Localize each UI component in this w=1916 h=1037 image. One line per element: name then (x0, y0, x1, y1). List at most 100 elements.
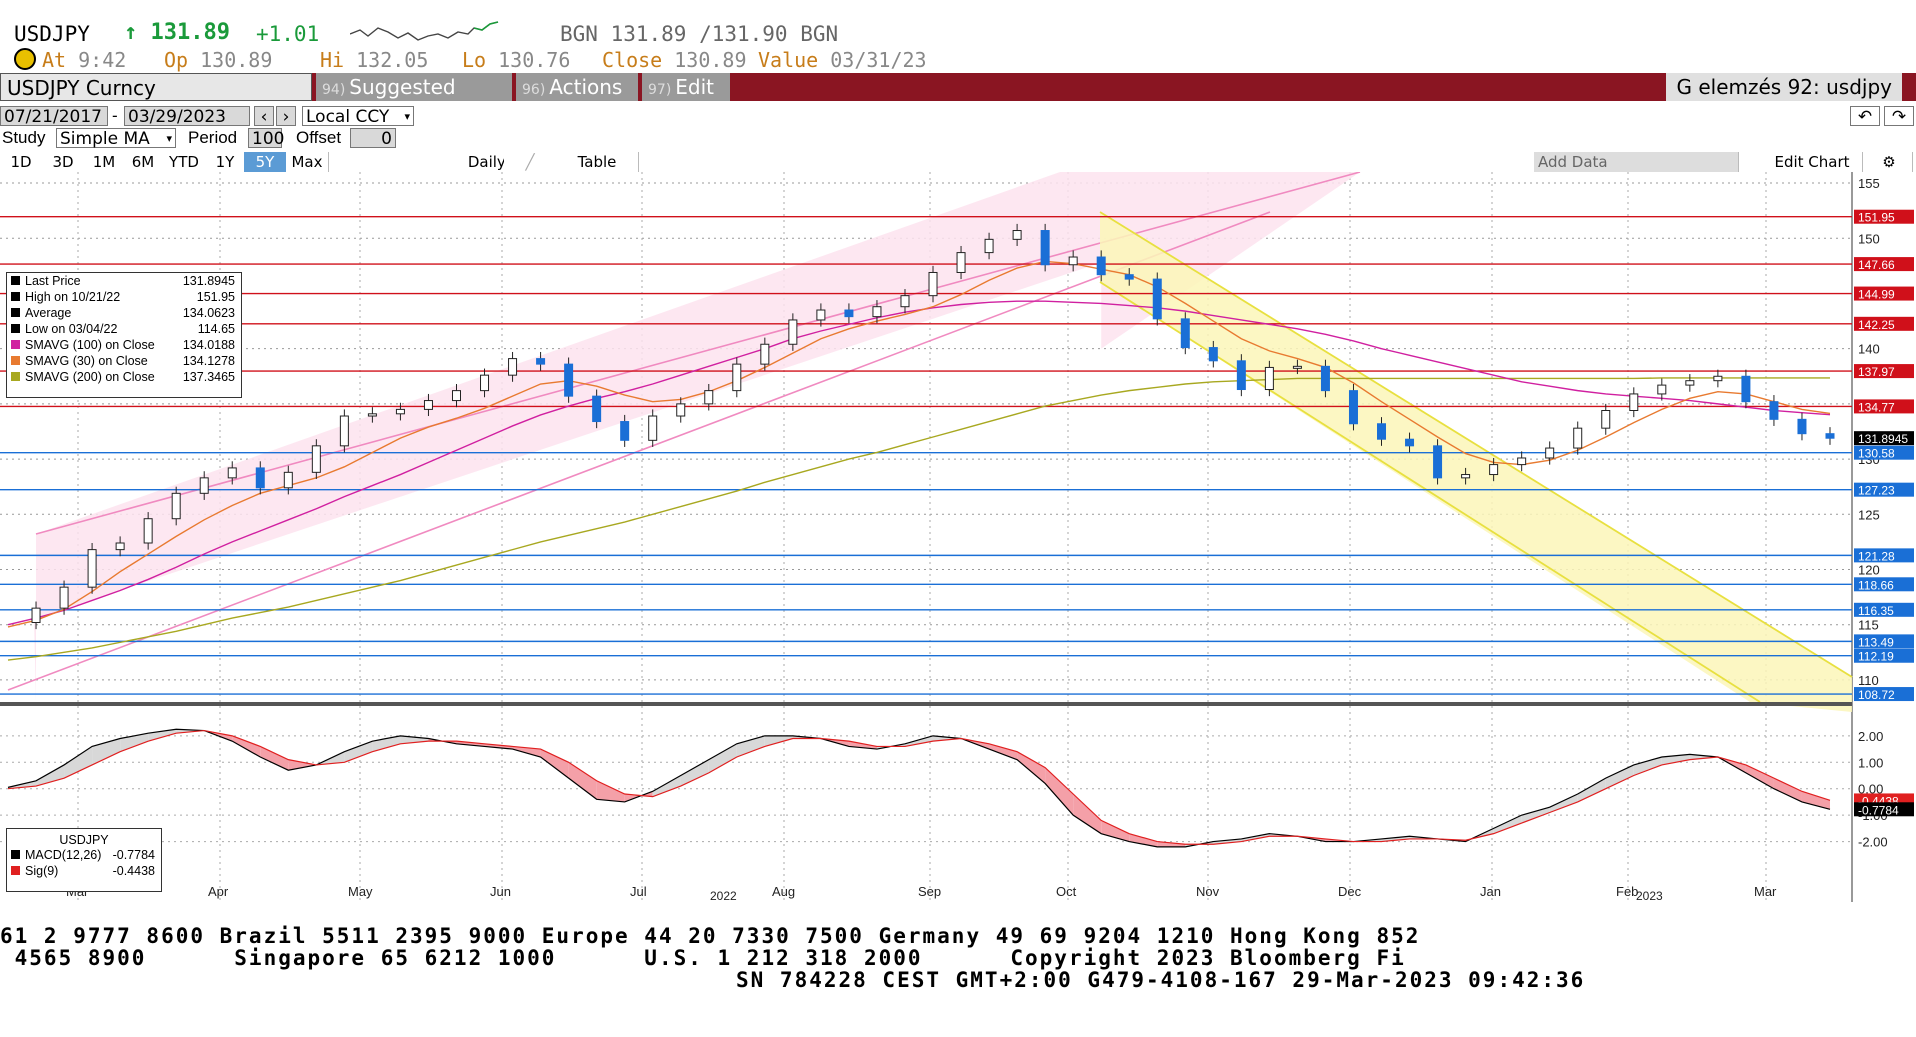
legend-row: SMAVG (100) on Close 134.0188 (11, 337, 241, 353)
legend-rows: Last Price 131.8945 High on 10/21/22 151.95… (7, 273, 241, 385)
macd-tag (1854, 802, 1914, 817)
candle-body (900, 295, 910, 308)
forward-arrow-icon[interactable]: › (276, 106, 296, 127)
actions-menu[interactable]: 96) Actions ▾ (516, 73, 638, 128)
chart-type-icon[interactable]: ╱ (504, 152, 557, 172)
time-button-6m[interactable]: 6M (124, 152, 163, 172)
candle-body (1068, 256, 1078, 266)
legend-value: 134.0623 (182, 306, 235, 320)
macd-fill (512, 746, 541, 757)
undo-icon[interactable]: ↶ (1850, 106, 1880, 127)
x-tick-label: May (348, 884, 373, 899)
edit-menu[interactable]: 97) Edit ▾ (642, 73, 730, 128)
time-button-1m[interactable]: 1M (84, 152, 125, 172)
currency-select[interactable]: Local CCY ▾ (302, 106, 414, 127)
time-button-1d[interactable]: 1D (0, 152, 43, 172)
price-tag (1854, 687, 1914, 702)
time-button-1y[interactable]: 1Y (206, 152, 245, 172)
x-tick-label: Jun (490, 884, 511, 899)
sma30-line (7, 260, 1831, 628)
candle-body (1517, 457, 1527, 466)
study-select[interactable]: Simple MA ▾ (56, 128, 176, 149)
table-button[interactable]: Table (556, 152, 639, 172)
low-value: 130.76 (498, 48, 571, 72)
legend-box: Last Price 131.8945 High on 10/21/22 151.95… (6, 272, 242, 398)
legend-value: -0.7784 (112, 848, 155, 862)
legend-row: Low on 03/04/22 114.65 (11, 321, 241, 337)
settings-icon[interactable]: ⚙ (1866, 152, 1913, 172)
time-button-3d[interactable]: 3D (42, 152, 85, 172)
macd-fill (1213, 838, 1242, 845)
candle-body (480, 374, 490, 392)
macd-legend-row: MACD(12,26) -0.7784 (11, 847, 161, 863)
candle-body (844, 309, 854, 318)
edit-label: Edit (675, 75, 715, 99)
x-tick-label: Dec (1338, 884, 1362, 899)
x-tick-label: Jan (1480, 884, 1501, 899)
macd-fill (1101, 820, 1130, 842)
macd-tick-label: -2.00 (1858, 835, 1888, 850)
time-button-ytd[interactable]: YTD (162, 152, 207, 172)
macd-legend-row: Sig(9) -0.4438 (11, 863, 161, 879)
macd-fill (1073, 794, 1102, 834)
year-label: 2023 (1636, 889, 1663, 902)
candle-body (760, 343, 770, 365)
candle-body (339, 415, 349, 447)
candle-body (1713, 375, 1723, 382)
price-change: +1.01 (256, 22, 320, 46)
legend-row: Average 134.0623 (11, 305, 241, 321)
candle-body (1797, 418, 1807, 435)
add-data-input[interactable]: Add Data (1534, 152, 1739, 172)
macd-fill (1521, 807, 1550, 824)
candle-body (1629, 393, 1639, 411)
signal-line (7, 729, 1831, 845)
price-tag-label: 134.77 (1858, 400, 1895, 414)
price-tag-label: 116.35 (1858, 604, 1894, 618)
offset-input[interactable]: 0 (350, 128, 396, 149)
period-input[interactable]: 100 (248, 128, 284, 149)
macd-tick-label: 0.00 (1858, 782, 1883, 797)
study-label: Study (2, 128, 46, 147)
candle-body (1741, 375, 1751, 403)
macd-fill (148, 729, 177, 742)
start-date-input[interactable]: 07/21/2017 (0, 106, 108, 127)
price-tag (1854, 648, 1914, 663)
suggested-num: 94) (322, 82, 346, 98)
legend-swatch (11, 292, 20, 301)
downtrend-channel-fill (1100, 212, 1852, 712)
suggested-charts-menu[interactable]: 94)Suggested Charts (316, 73, 512, 130)
macd-tick-label: 1.00 (1858, 755, 1883, 770)
time-button-5y[interactable]: 5Y (244, 152, 287, 172)
macd-tick-label: 2.00 (1858, 729, 1883, 744)
price-tag-label: 113.49 (1858, 635, 1894, 649)
low-label: Lo (462, 48, 487, 72)
macd-fill (1549, 794, 1578, 813)
end-date-input[interactable]: 03/29/2023 (124, 106, 250, 127)
macd-fill (120, 733, 149, 752)
back-arrow-icon[interactable]: ‹ (254, 106, 274, 127)
y-tick-label: 140 (1858, 342, 1880, 357)
macd-fill (400, 735, 429, 744)
close-label: Close (602, 48, 663, 72)
price-tag-label: 144.99 (1858, 288, 1895, 302)
open-value: 130.89 (200, 48, 273, 72)
redo-icon[interactable]: ↷ (1884, 106, 1914, 127)
legend-value: 134.0188 (182, 338, 235, 352)
candle-body (227, 467, 237, 479)
legend-value: 137.3465 (182, 370, 235, 384)
price-tag (1854, 257, 1914, 272)
security-field[interactable]: USDJPY Curncy (0, 73, 312, 101)
x-tick-label: Jul (630, 884, 647, 899)
candle-body (143, 518, 153, 544)
chevron-down-icon: ▾ (404, 110, 410, 123)
price-tag-label: 108.72 (1858, 688, 1895, 702)
contact-line-1: 61 2 9777 8600 Brazil 5511 2395 9000 Eur… (0, 924, 1421, 948)
legend-label: SMAVG (100) on Close (25, 338, 155, 352)
macd-line (7, 728, 1831, 848)
value-date: 03/31/23 (830, 48, 927, 72)
time-button-max[interactable]: Max (286, 152, 329, 172)
study-value: Simple MA (60, 129, 150, 149)
candle-body (1292, 365, 1302, 369)
edit-chart-button[interactable]: Edit Chart (1762, 152, 1863, 172)
candle-body (1489, 464, 1499, 476)
